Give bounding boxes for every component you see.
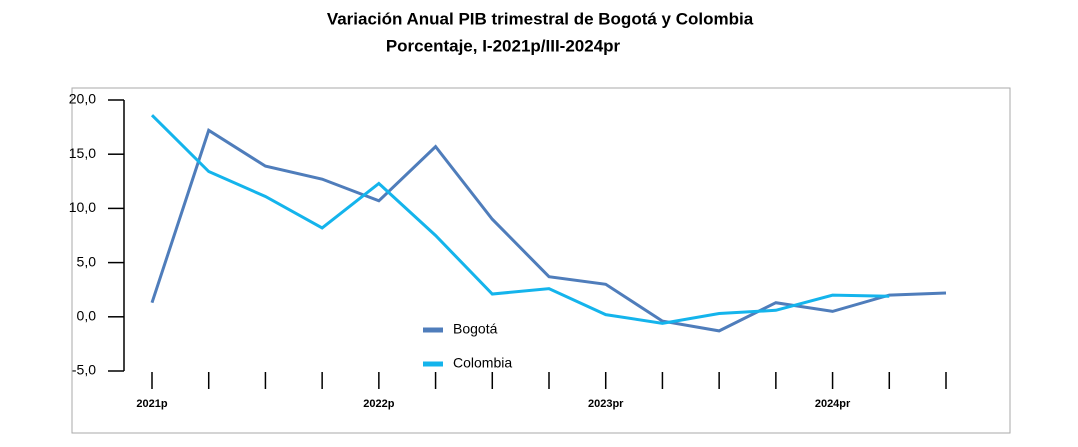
series-line <box>150 114 890 325</box>
legend-label: Bogotá <box>453 321 498 337</box>
x-tick-label: 2021p <box>136 398 167 410</box>
chart-subtitle: Porcentaje, I-2021p/III-2024pr <box>386 36 621 55</box>
y-tick-label: 10,0 <box>69 199 96 215</box>
y-tick-label: -5,0 <box>72 362 96 378</box>
y-tick-label: 15,0 <box>69 145 96 161</box>
y-tick-label: 5,0 <box>77 253 97 269</box>
x-tick-label: 2024pr <box>815 398 851 410</box>
y-tick-label: 0,0 <box>77 308 97 324</box>
x-tick-label: 2022p <box>363 398 394 410</box>
y-tick-label: 20,0 <box>69 91 96 107</box>
x-tick-label: 2023pr <box>588 398 624 410</box>
series-line <box>150 128 947 333</box>
chart-title: Variación Anual PIB trimestral de Bogotá… <box>327 9 754 28</box>
chart-frame <box>71 87 1011 434</box>
legend-label: Colombia <box>453 355 512 371</box>
